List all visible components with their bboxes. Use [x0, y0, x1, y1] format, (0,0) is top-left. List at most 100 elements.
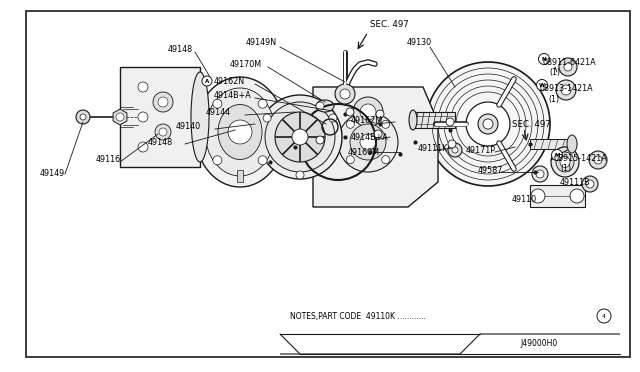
Circle shape	[426, 62, 550, 186]
Circle shape	[556, 80, 576, 100]
Circle shape	[538, 54, 550, 64]
Circle shape	[258, 99, 267, 108]
Circle shape	[597, 309, 611, 323]
Text: M: M	[554, 153, 560, 157]
Text: 49160M: 49160M	[348, 148, 380, 157]
Text: 4: 4	[602, 314, 606, 318]
Ellipse shape	[218, 105, 262, 160]
Ellipse shape	[551, 147, 579, 177]
Circle shape	[158, 97, 168, 107]
Circle shape	[138, 82, 148, 92]
Circle shape	[350, 124, 386, 160]
Circle shape	[448, 140, 456, 148]
Circle shape	[353, 97, 383, 127]
Circle shape	[258, 95, 342, 179]
Circle shape	[594, 156, 602, 164]
Ellipse shape	[409, 110, 417, 130]
Ellipse shape	[556, 152, 574, 172]
Text: 49130: 49130	[407, 38, 432, 46]
Text: 49149N: 49149N	[246, 38, 277, 46]
Circle shape	[340, 89, 350, 99]
Text: A: A	[205, 78, 209, 83]
Text: W: W	[539, 83, 545, 87]
Bar	[410, 112, 455, 128]
Circle shape	[138, 112, 148, 122]
Circle shape	[316, 136, 324, 144]
Circle shape	[292, 129, 308, 145]
Text: 49587: 49587	[478, 166, 504, 174]
Text: NOTES,PART CODE  49110K ............: NOTES,PART CODE 49110K ............	[290, 311, 426, 321]
Text: 49149: 49149	[40, 169, 65, 177]
Text: 4914B+A: 4914B+A	[351, 132, 388, 141]
Text: (1): (1)	[548, 94, 559, 103]
Circle shape	[159, 128, 167, 136]
Circle shape	[446, 118, 454, 126]
Text: 49111B: 49111B	[560, 177, 591, 186]
Circle shape	[76, 110, 90, 124]
Ellipse shape	[316, 100, 334, 112]
Text: 49111K: 49111K	[418, 144, 448, 153]
Circle shape	[586, 180, 594, 188]
Circle shape	[335, 84, 355, 104]
Circle shape	[338, 112, 398, 172]
Circle shape	[258, 156, 267, 165]
Bar	[530, 185, 585, 207]
Circle shape	[559, 58, 577, 76]
Ellipse shape	[205, 88, 275, 176]
Text: 08911-6421A: 08911-6421A	[543, 58, 596, 67]
Circle shape	[155, 124, 171, 140]
Ellipse shape	[195, 77, 285, 187]
Circle shape	[213, 99, 222, 108]
Text: (1): (1)	[549, 67, 560, 77]
Text: 49170M: 49170M	[230, 60, 262, 68]
Text: 08913-1421A: 08913-1421A	[540, 83, 594, 93]
Circle shape	[483, 119, 493, 129]
Text: SEC. 497: SEC. 497	[512, 119, 551, 128]
Circle shape	[360, 134, 376, 150]
Ellipse shape	[560, 157, 570, 167]
Circle shape	[202, 76, 212, 86]
Text: 49140: 49140	[176, 122, 201, 131]
Circle shape	[531, 189, 545, 203]
Circle shape	[329, 114, 337, 122]
Text: 49116: 49116	[96, 154, 121, 164]
Circle shape	[582, 176, 598, 192]
Circle shape	[296, 171, 304, 179]
Text: (1): (1)	[560, 164, 571, 173]
Text: 4914B+A: 4914B+A	[214, 90, 252, 99]
Bar	[237, 170, 243, 182]
Circle shape	[381, 155, 390, 164]
Ellipse shape	[567, 135, 577, 153]
Circle shape	[536, 170, 544, 178]
Circle shape	[570, 189, 584, 203]
Circle shape	[589, 151, 607, 169]
Text: 49144: 49144	[206, 108, 231, 116]
Circle shape	[346, 120, 355, 128]
Text: 49162M: 49162M	[351, 115, 383, 125]
Ellipse shape	[191, 72, 209, 162]
Text: 49110: 49110	[512, 195, 537, 203]
Circle shape	[376, 110, 384, 118]
Circle shape	[360, 104, 376, 120]
Text: 49171P: 49171P	[466, 145, 496, 154]
Circle shape	[346, 155, 355, 164]
Circle shape	[263, 114, 271, 122]
Circle shape	[265, 102, 335, 172]
Circle shape	[316, 102, 324, 110]
Text: J49000H0: J49000H0	[520, 340, 557, 349]
Text: 08915-1421A: 08915-1421A	[554, 154, 608, 163]
Bar	[530, 139, 570, 149]
Text: 49162N: 49162N	[214, 77, 245, 86]
Circle shape	[381, 120, 390, 128]
Circle shape	[478, 114, 498, 134]
Circle shape	[275, 112, 325, 162]
Circle shape	[228, 120, 252, 144]
Circle shape	[532, 166, 548, 182]
Text: 49148: 49148	[168, 45, 193, 54]
Circle shape	[561, 85, 571, 95]
Circle shape	[452, 147, 458, 153]
Circle shape	[80, 114, 86, 120]
Circle shape	[564, 63, 572, 71]
Circle shape	[448, 143, 462, 157]
Text: 49148: 49148	[148, 138, 173, 147]
